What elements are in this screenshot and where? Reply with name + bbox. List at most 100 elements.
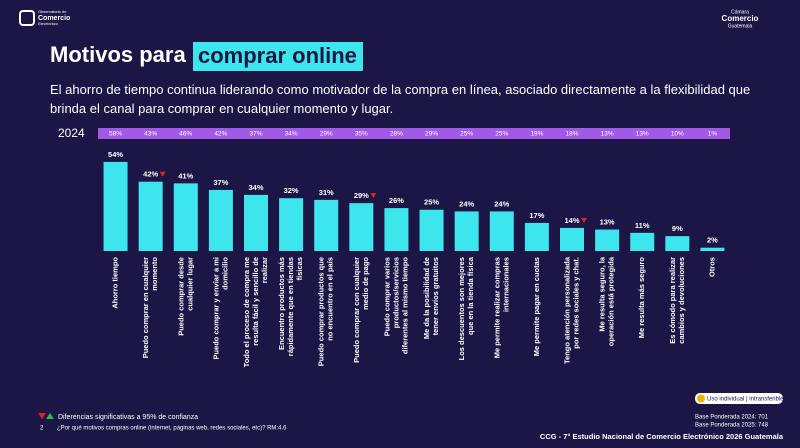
bar <box>138 181 163 251</box>
source: CCG - 7° Estudio Nacional de Comercio El… <box>540 432 784 441</box>
bar <box>524 222 549 251</box>
previous-value-label: 35% <box>355 131 368 138</box>
category-label: Me permite pagar en cuotas <box>532 257 541 356</box>
logo-text: Guatemala <box>728 23 753 29</box>
category-label: Puedo comprar y enviar a midomicilio <box>211 257 229 360</box>
bar <box>384 208 409 251</box>
category-label: Otros <box>707 257 716 277</box>
decrease-marker <box>370 193 377 199</box>
base-2024: Base Ponderada 2024: 701 <box>695 415 769 421</box>
previous-value-label: 18% <box>565 131 578 138</box>
previous-year-band <box>98 128 730 139</box>
previous-value-label: 29% <box>320 131 333 138</box>
logo-text: Cámara <box>731 9 749 15</box>
title-highlight-box <box>193 42 363 71</box>
logo-text: Comercio <box>722 14 759 23</box>
category-label: Todo el proceso de compra meresulta fáci… <box>242 257 269 367</box>
chart: 58% 54% Ahorro tiempo 43% 42% Puedo comprar e… <box>98 128 730 367</box>
previous-value-label: 13% <box>601 131 614 138</box>
previous-value-label: 25% <box>460 131 473 138</box>
category-label: Los descuentos son mejoresque en la tien… <box>457 256 475 360</box>
title-highlight: comprar online <box>198 43 357 68</box>
value-label: 34% <box>248 183 263 192</box>
category-label: Me resulta más seguro <box>637 257 646 339</box>
note-number: 2 <box>40 426 44 432</box>
value-label: 24% <box>459 199 474 208</box>
badge-text: Uso individual | intransferible <box>707 397 784 403</box>
category-label: Puedo comprar productos queno encuentro … <box>317 257 335 366</box>
bar <box>630 232 655 251</box>
base-2025: Base Ponderada 2025: 748 <box>695 423 769 429</box>
value-label: 25% <box>424 198 439 207</box>
bar <box>489 211 514 251</box>
previous-value-label: 34% <box>285 131 298 138</box>
bar <box>700 247 725 251</box>
category-label: Puedo comprar en cualquiermomento <box>141 257 159 359</box>
bar <box>103 161 128 251</box>
bar <box>279 198 304 251</box>
bar <box>665 236 690 251</box>
value-label: 32% <box>284 186 299 195</box>
legend-triangle-down <box>38 413 46 419</box>
bar <box>349 203 374 251</box>
title: Motivos para <box>50 42 186 67</box>
previous-value-label: 43% <box>144 131 157 138</box>
category-label: Puedo comprar desdecualquier lugar <box>176 257 194 336</box>
previous-value-label: 58% <box>109 131 122 138</box>
value-label: 14% <box>564 216 579 225</box>
bar <box>595 229 620 251</box>
category-label: Tengo atención personalizadapor redes so… <box>562 256 580 364</box>
decrease-marker <box>581 217 587 223</box>
value-label: 13% <box>600 218 615 227</box>
previous-value-label: 10% <box>671 131 684 138</box>
value-label: 29% <box>354 191 369 200</box>
logo-icon <box>19 10 35 26</box>
category-label: Ahorro tiempo <box>111 257 120 309</box>
logo-text: Electrónico <box>38 21 59 26</box>
value-label: 11% <box>635 221 650 230</box>
category-label: Encuentro productos másrápidamente que e… <box>277 257 304 356</box>
previous-value-label: 1% <box>708 131 718 138</box>
value-label: 31% <box>319 188 334 197</box>
previous-value-label: 28% <box>390 131 403 138</box>
previous-year-label: 2024 <box>58 126 85 140</box>
previous-value-label: 37% <box>249 131 262 138</box>
bar <box>208 189 233 251</box>
legend-text: Diferencias significativas a 95% de conf… <box>58 414 198 421</box>
note: ¿Por qué motivos compras online (interne… <box>57 426 287 432</box>
value-label: 26% <box>389 196 404 205</box>
badge-icon <box>697 394 705 403</box>
bar <box>314 199 339 251</box>
bar <box>244 194 268 251</box>
value-label: 54% <box>108 150 123 159</box>
value-label: 2% <box>707 236 718 245</box>
subtitle: El ahorro de tiempo continua liderando c… <box>50 82 751 116</box>
value-label: 37% <box>213 178 228 187</box>
badge <box>695 393 783 404</box>
previous-value-label: 46% <box>179 131 192 138</box>
logo-text: Observatorio de <box>38 9 67 14</box>
previous-value-label: 29% <box>425 131 438 138</box>
category-label: Me resulta seguro, laoperación está prot… <box>598 256 616 346</box>
value-label: 17% <box>529 211 544 220</box>
legend-triangle-up <box>46 413 54 419</box>
logo-text: Comercio <box>38 15 70 22</box>
category-label: Puedo comprar variosproductos/serviciosd… <box>382 257 409 355</box>
previous-value-label: 19% <box>530 131 543 138</box>
category-label: Me permite realizar comprasinternacional… <box>492 257 510 358</box>
category-label: Es cómodo para realizarcambios y devoluc… <box>668 257 686 344</box>
category-label: Me da la posibilidad detener envíos grat… <box>422 257 440 339</box>
previous-value-label: 25% <box>495 131 508 138</box>
subtitle-box: El ahorro de tiempo continua liderando c… <box>50 82 751 116</box>
bar <box>173 183 198 251</box>
value-label: 9% <box>672 224 683 233</box>
bar <box>560 227 584 251</box>
bar <box>454 211 479 251</box>
decrease-marker <box>159 171 166 177</box>
bar <box>419 209 444 251</box>
previous-value-label: 13% <box>636 131 649 138</box>
value-label: 24% <box>494 199 509 208</box>
previous-value-label: 42% <box>214 131 227 138</box>
